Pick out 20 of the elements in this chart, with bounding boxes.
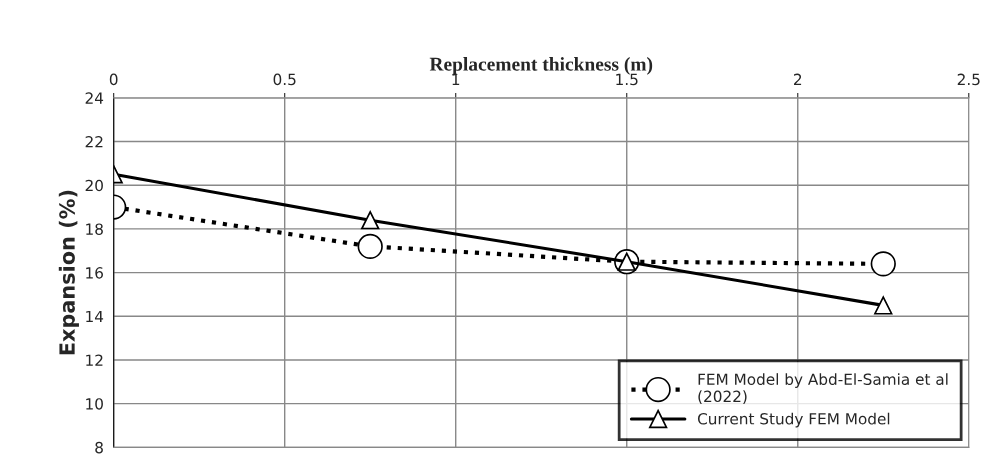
y-tick-label: 24 xyxy=(85,92,104,104)
y-tick-label: 14 xyxy=(86,310,104,323)
y-tick-label: 22 xyxy=(85,136,103,148)
y-axis-title: Expansion (%) xyxy=(58,190,79,355)
legend-label: Current Study FEM Model xyxy=(697,412,890,428)
x-tick-label: 0 xyxy=(109,73,118,86)
x-tick-label: 2 xyxy=(794,73,802,85)
x-tick-label: 1.5 xyxy=(616,73,638,86)
y-tick-label: 20 xyxy=(85,179,103,192)
point xyxy=(361,211,380,230)
y-tick-label: 8 xyxy=(95,441,103,454)
x-tick-label: 2.5 xyxy=(957,73,980,86)
y-tick-label: 18 xyxy=(86,223,103,235)
x-tick-label: 1 xyxy=(452,73,460,85)
legend-label: FEM Model by Abd-El-Samia et al (2022) xyxy=(698,373,948,404)
y-tick-label: 10 xyxy=(86,398,103,410)
y-tick-label: 12 xyxy=(86,354,103,366)
x-tick-label: 0.5 xyxy=(273,73,296,86)
point xyxy=(874,296,893,315)
y-tick-label: 16 xyxy=(86,267,103,279)
